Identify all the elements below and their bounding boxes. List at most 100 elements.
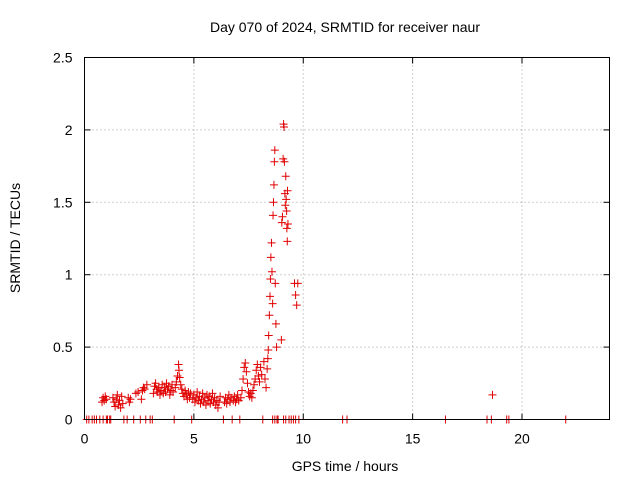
data-point (281, 201, 290, 210)
data-point (238, 386, 246, 395)
data-point (102, 395, 111, 404)
data-point (266, 275, 275, 284)
data-point (181, 386, 190, 395)
data-point (177, 385, 186, 394)
data-point (278, 212, 287, 221)
data-point (222, 399, 231, 408)
data-point (270, 157, 279, 166)
data-point (240, 363, 249, 372)
data-point (271, 319, 280, 328)
data-point (176, 380, 185, 389)
data-point (280, 157, 289, 166)
data-point (198, 389, 207, 398)
y-tick-label: 2.5 (53, 50, 73, 66)
data-point (213, 403, 222, 412)
data-point (272, 343, 281, 352)
data-point (111, 402, 120, 411)
data-point (242, 367, 251, 376)
data-point (265, 311, 274, 320)
data-point (112, 395, 121, 404)
data-point (206, 399, 215, 408)
data-point (257, 370, 266, 379)
data-point (117, 392, 126, 401)
data-point (186, 389, 195, 398)
x-tick-label: 15 (405, 431, 421, 447)
data-point (169, 387, 178, 396)
y-tick-label: 0.5 (53, 339, 73, 355)
data-point (247, 393, 256, 402)
data-point (266, 292, 274, 301)
data-point (137, 395, 146, 404)
data-point (134, 387, 143, 396)
y-axis-title: SRMTID / TECUs (7, 183, 23, 293)
data-point (250, 380, 259, 389)
grid (84, 57, 610, 420)
axis-ticks: 0 5 10 15 20 0 0.5 1 1.5 2 2.5 (53, 50, 610, 447)
x-tick-label: 20 (514, 431, 530, 447)
data-point (269, 198, 278, 207)
data-point (488, 390, 497, 399)
data-point (282, 224, 291, 233)
data-point (239, 374, 248, 383)
data-point (267, 238, 276, 247)
data-point (175, 373, 184, 382)
x-tick-label: 0 (81, 431, 89, 447)
x-tick-label: 5 (190, 431, 198, 447)
y-tick-label: 2 (65, 122, 73, 138)
data-point (283, 186, 292, 195)
data-point (271, 279, 280, 288)
data-point (293, 279, 302, 288)
data-point (155, 390, 164, 399)
data-point (252, 366, 261, 375)
data-point (283, 237, 292, 246)
data-point (280, 123, 288, 132)
data-point (263, 354, 272, 363)
data-point (126, 395, 135, 404)
data-point (118, 399, 127, 408)
chart-title: Day 070 of 2024, SRMTID for receiver nau… (210, 19, 480, 35)
data-point (255, 377, 264, 386)
data-point (116, 403, 125, 412)
data-point (282, 195, 291, 204)
data-point (201, 401, 210, 410)
data-point (277, 218, 286, 227)
data-point (108, 393, 117, 402)
data-point (208, 389, 217, 398)
data-point (260, 374, 269, 383)
data-point (140, 385, 149, 394)
data-point (266, 253, 275, 262)
data-point (190, 398, 199, 407)
data-point (281, 172, 290, 181)
data-point (175, 366, 183, 375)
data-point (124, 393, 133, 402)
data-point (283, 220, 292, 229)
data-point (269, 211, 278, 220)
data-point (241, 359, 250, 368)
x-axis-title: GPS time / hours (292, 458, 399, 474)
data-points (82, 120, 570, 424)
data-point (151, 379, 160, 388)
plot-frame (84, 57, 610, 420)
data-point (248, 386, 257, 395)
data-point (270, 146, 279, 155)
y-tick-label: 1 (65, 267, 73, 283)
data-point (262, 383, 271, 392)
data-point (196, 399, 205, 408)
data-point (264, 331, 273, 340)
data-point (160, 383, 169, 392)
data-point (149, 389, 158, 398)
data-point (264, 345, 273, 354)
data-point (193, 387, 202, 396)
data-point (236, 393, 245, 402)
data-point (216, 392, 225, 401)
data-point (292, 301, 301, 310)
data-point (256, 363, 265, 372)
data-point (254, 372, 263, 381)
data-point (164, 382, 173, 391)
data-point (277, 335, 286, 344)
x-tick-label: 10 (295, 431, 311, 447)
data-point (291, 290, 300, 299)
data-point (113, 390, 122, 399)
y-tick-label: 1.5 (53, 194, 73, 210)
